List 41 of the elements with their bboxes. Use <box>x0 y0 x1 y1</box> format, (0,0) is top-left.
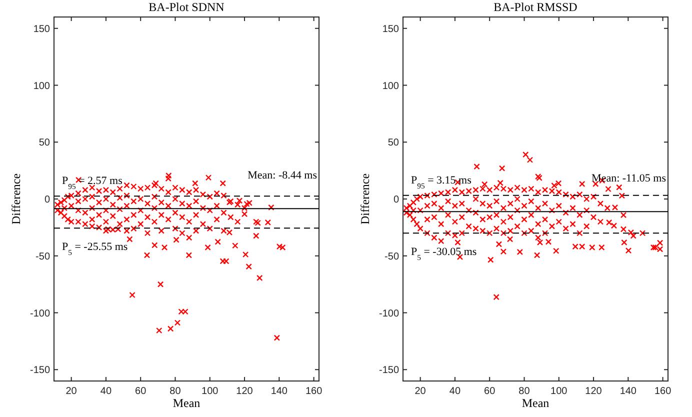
y-axis-title: Difference <box>9 173 23 225</box>
x-tick-label: 80 <box>518 386 530 397</box>
x-tick-label: 100 <box>202 386 219 397</box>
y-tick-label: -150 <box>378 365 400 376</box>
x-tick-label: 120 <box>236 386 254 397</box>
x-tick-label: 80 <box>170 386 182 397</box>
x-tick-label: 100 <box>550 386 568 397</box>
x-tick-label: 20 <box>414 386 426 397</box>
ref-line-label: Mean: -11.05 ms <box>592 172 666 185</box>
x-tick-label: 60 <box>484 386 496 397</box>
ref-line-label: P$_{5}$ = -25.55 ms <box>62 241 128 257</box>
x-tick-label: 140 <box>620 386 637 397</box>
y-tick-label: -150 <box>30 365 50 376</box>
y-tick-label: 150 <box>382 24 400 35</box>
y-tick-label: -50 <box>384 251 400 262</box>
x-axis-title: Mean <box>522 396 550 410</box>
x-axis-title: Mean <box>172 396 200 410</box>
y-tick-label: 150 <box>33 24 50 35</box>
x-tick-label: 60 <box>135 386 147 397</box>
y-tick-label: 50 <box>38 138 50 149</box>
y-tick-label: -50 <box>36 251 50 262</box>
x-tick-label: 20 <box>66 386 78 397</box>
chart-title: BA-Plot RMSSD <box>494 0 578 14</box>
y-tick-label: 100 <box>382 80 400 92</box>
x-tick-label: 160 <box>654 386 672 397</box>
chart-title: BA-Plot SDNN <box>148 0 225 14</box>
y-tick-label: -100 <box>378 308 400 320</box>
y-tick-label: -100 <box>30 308 50 320</box>
ref-line-label: P$_{95}$ = 3.15 ms <box>411 174 472 190</box>
y-tick-label: 100 <box>33 80 50 92</box>
y-tick-label: 0 <box>393 194 400 206</box>
ref-line-label: P$_{5}$ = -30.05 ms <box>411 246 477 262</box>
y-tick-label: 50 <box>388 138 400 149</box>
ref-line-label: Mean: -8.44 ms <box>248 170 317 182</box>
x-tick-label: 40 <box>449 386 461 397</box>
y-tick-label: 0 <box>44 194 50 206</box>
x-tick-label: 140 <box>270 386 288 397</box>
x-tick-label: 160 <box>305 386 323 397</box>
x-tick-label: 120 <box>585 386 602 397</box>
y-axis-title: Difference <box>358 173 372 225</box>
x-tick-label: 40 <box>100 386 112 397</box>
